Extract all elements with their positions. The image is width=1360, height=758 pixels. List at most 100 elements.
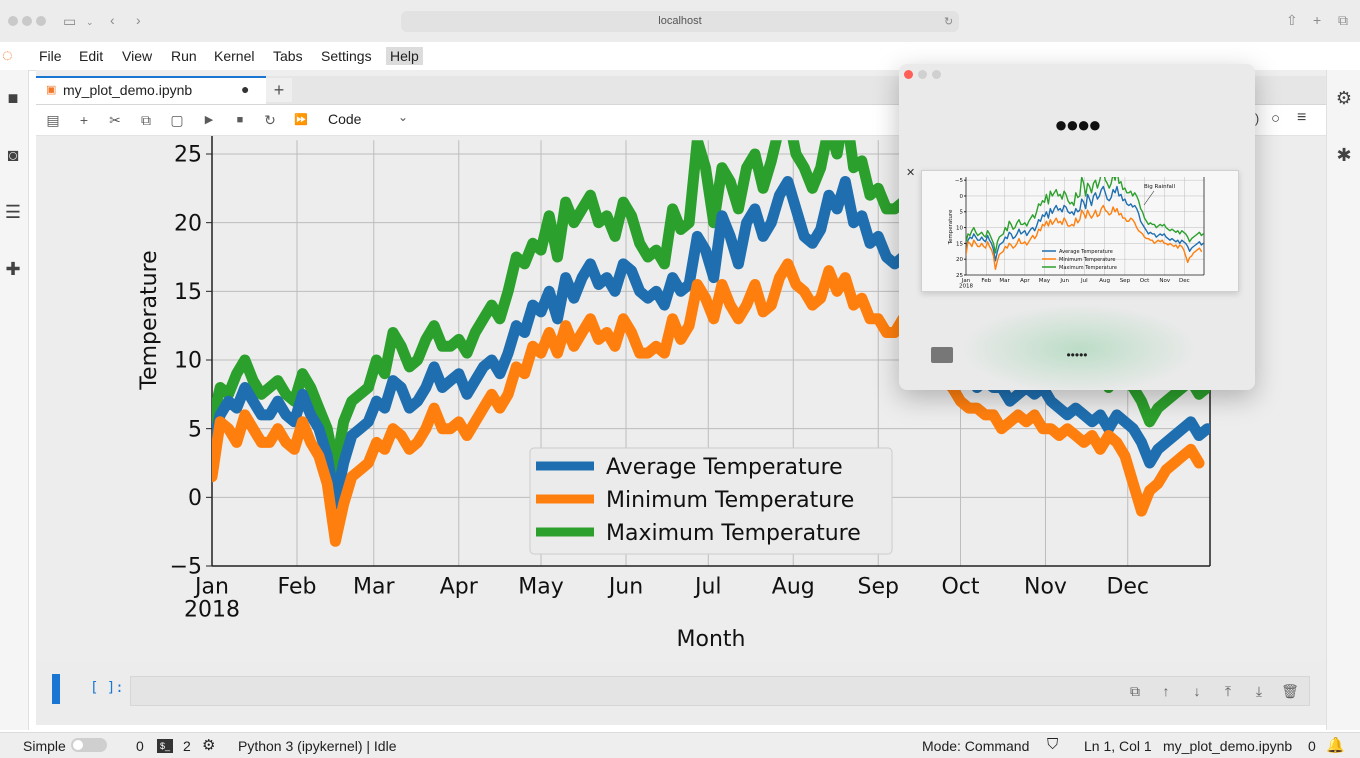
thumbnail-legend: Average Temperature Minimum Temperature Ma…: [1042, 249, 1117, 271]
x-tick-label: Sep: [858, 575, 899, 600]
run-icon[interactable]: ▶: [204, 114, 214, 126]
tab-overview-icon[interactable]: ⧉: [1338, 12, 1348, 28]
duplicate-cell-icon[interactable]: ⧉: [1130, 683, 1140, 699]
running-kernels-icon[interactable]: ◙: [7, 145, 19, 165]
insert-above-icon[interactable]: ⤒: [1224, 683, 1232, 699]
menu-edit[interactable]: Edit: [79, 48, 104, 64]
x-tick-label: Apr: [1020, 278, 1030, 284]
tab-title: my_plot_demo.ipynb: [63, 82, 193, 98]
x-tick-label: May: [518, 575, 563, 600]
share-icon[interactable]: ⇧: [1286, 12, 1298, 28]
move-up-icon[interactable]: ↑: [1162, 683, 1170, 699]
x-tick-label: Apr: [440, 575, 479, 600]
insert-below-icon[interactable]: ⤓: [1255, 683, 1263, 699]
plot-thumbnail[interactable]: 25 20 15 10 5 0 −5 Jan 2018 Feb Mar Apr May Jun Jul Aug…: [921, 170, 1239, 292]
back-arrow-icon[interactable]: ‹: [110, 12, 115, 28]
x-tick-label: Jan: [193, 575, 229, 600]
kernel-paren-icon: l): [1252, 111, 1260, 126]
stop-icon[interactable]: ■: [236, 114, 244, 126]
popup-caption: •••••: [1066, 348, 1088, 362]
delete-cell-icon[interactable]: 🗑: [1281, 683, 1299, 699]
shield-check-icon[interactable]: ⛉: [1047, 736, 1059, 753]
display-icon[interactable]: [931, 347, 953, 363]
simple-mode-label: Simple: [23, 738, 66, 754]
terminal-icon[interactable]: $_: [157, 739, 173, 753]
paste-icon[interactable]: ▢: [170, 112, 184, 128]
cursor-position[interactable]: Ln 1, Col 1: [1084, 738, 1152, 754]
notebook-icon: ▣: [46, 84, 57, 96]
x-tick-label: Nov: [1024, 575, 1067, 600]
simple-mode-toggle[interactable]: [71, 738, 107, 752]
sidebar-toggle-icon[interactable]: ▭: [63, 13, 77, 29]
kernel-gear-icon[interactable]: ⚙: [202, 737, 216, 754]
table-of-contents-icon[interactable]: ☰: [4, 202, 22, 222]
mode-indicator: Mode: Command: [922, 738, 1030, 754]
chart-legend: Average Temperature Minimum Temperature Ma…: [529, 447, 893, 555]
property-inspector-gear-icon[interactable]: ⚙: [1335, 88, 1353, 108]
reload-icon[interactable]: ↻: [944, 16, 954, 28]
code-cell-input[interactable]: [130, 676, 1310, 706]
insert-cell-icon[interactable]: +: [79, 112, 89, 128]
y-tick-label: 0: [188, 486, 202, 511]
popup-zoom-button[interactable]: [932, 70, 941, 79]
series-line-average-temperature: [966, 185, 1204, 262]
save-icon[interactable]: ▤: [46, 112, 60, 128]
menu-kernel[interactable]: Kernel: [214, 48, 255, 64]
menu-view[interactable]: View: [122, 48, 153, 64]
new-launcher-tab-button[interactable]: +: [266, 78, 292, 102]
chevron-down-icon[interactable]: ⌄: [398, 110, 409, 124]
thumbnail-legend-label: Maximum Temperature: [1059, 265, 1117, 271]
thumbnail-legend-label: Average Temperature: [1059, 249, 1113, 255]
notification-count: 0: [1308, 738, 1316, 754]
thumbnail-close-icon[interactable]: ✕: [906, 167, 916, 179]
new-tab-icon[interactable]: +: [1313, 12, 1322, 28]
left-sidebar: ■ ◙ ☰ ✚: [0, 70, 29, 730]
move-down-icon[interactable]: ↓: [1193, 683, 1201, 699]
y-tick-label: 10: [174, 349, 202, 374]
x-tick-year-label: 2018: [184, 598, 240, 623]
menu-tabs[interactable]: Tabs: [273, 48, 303, 64]
x-tick-label: Jun: [1059, 278, 1069, 284]
debugger-bug-icon[interactable]: ✱: [1336, 145, 1352, 165]
bell-icon[interactable]: 🔔: [1326, 737, 1345, 754]
forward-arrow-icon[interactable]: ›: [136, 12, 141, 28]
menu-settings[interactable]: Settings: [321, 48, 372, 64]
popup-glow: [959, 304, 1199, 390]
x-tick-label: Jul: [693, 575, 722, 600]
legend-label: Average Temperature: [606, 455, 843, 480]
menu-help[interactable]: Help: [386, 47, 423, 65]
y-axis-label: Temperature: [137, 250, 162, 390]
y-tick-label: 15: [956, 241, 963, 247]
annotation-arrow: [1143, 190, 1155, 206]
popup-minimize-button[interactable]: [918, 70, 927, 79]
copy-icon[interactable]: ⧉: [141, 112, 151, 128]
window-close-button[interactable]: [8, 16, 18, 26]
chevron-down-icon[interactable]: ⌄: [86, 17, 94, 27]
tab-my-plot-demo[interactable]: ▣ my_plot_demo.ipynb ●: [36, 76, 266, 104]
cell-output: −5 0 5 10 15 20 25 Jan 2018 Feb Mar Apr May Jun Jul Aug…: [36, 136, 1326, 662]
extensions-icon[interactable]: ✚: [5, 259, 21, 279]
popup-close-button[interactable]: [904, 70, 913, 79]
x-tick-label: Oct: [1140, 278, 1150, 284]
cut-icon[interactable]: ✂: [109, 112, 121, 128]
x-tick-label: Mar: [353, 575, 395, 600]
cell-type-select[interactable]: Code: [328, 111, 362, 127]
window-zoom-button[interactable]: [36, 16, 46, 26]
unsaved-dot-icon[interactable]: ●: [241, 81, 250, 97]
legend-label: Maximum Temperature: [606, 521, 861, 546]
x-tick-label: Oct: [941, 575, 979, 600]
restart-icon[interactable]: ↻: [264, 112, 276, 128]
address-bar[interactable]: localhost: [401, 11, 959, 32]
x-tick-label: Mar: [999, 278, 1010, 284]
menu-run[interactable]: Run: [171, 48, 197, 64]
fast-forward-icon[interactable]: ⏩: [294, 114, 308, 126]
kernel-status-circle-icon: ○: [1271, 110, 1281, 127]
window-minimize-button[interactable]: [22, 16, 32, 26]
menu-file[interactable]: File: [39, 48, 62, 64]
legend-label: Minimum Temperature: [606, 488, 854, 513]
menu-hamburger-icon[interactable]: ≡: [1297, 109, 1307, 126]
folder-icon[interactable]: ■: [7, 88, 19, 108]
series-line-minimum-temperature: [966, 204, 1203, 271]
kernel-status[interactable]: Python 3 (ipykernel) | Idle: [238, 738, 397, 754]
